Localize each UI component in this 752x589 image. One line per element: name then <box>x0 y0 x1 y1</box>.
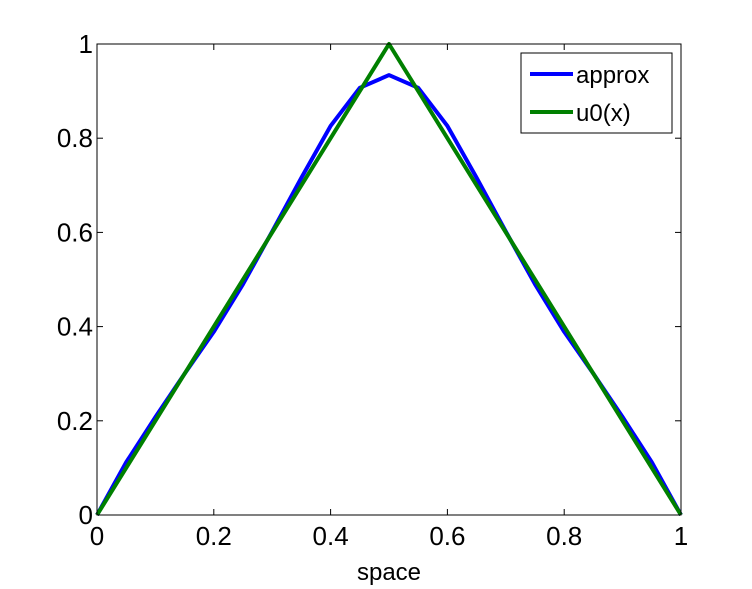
x-tick-label: 0.6 <box>429 521 465 551</box>
y-tick-label: 0 <box>79 500 93 530</box>
x-tick-label: 0.2 <box>196 521 232 551</box>
x-tick-label: 1 <box>674 521 688 551</box>
legend-label-u0: u0(x) <box>576 100 631 127</box>
x-tick-label: 0 <box>90 521 104 551</box>
y-tick-label: 0.8 <box>57 123 93 153</box>
ticks-layer: 0 0.2 0.4 0.6 0.8 1 0 0.2 0.4 0.6 0.8 1 <box>57 29 688 551</box>
x-tick-label: 0.8 <box>546 521 582 551</box>
legend-label-approx: approx <box>576 62 649 89</box>
legend-box <box>520 52 673 134</box>
y-tick-label: 0.4 <box>57 312 93 342</box>
y-tick-label: 0.6 <box>57 217 93 247</box>
x-axis-label: space <box>357 559 421 586</box>
x-tick-label: 0.4 <box>313 521 349 551</box>
y-tick-label: 1 <box>79 29 93 59</box>
plot-frame <box>96 43 682 516</box>
legend: approx u0(x) <box>520 52 673 134</box>
y-tick-label: 0.2 <box>57 406 93 436</box>
